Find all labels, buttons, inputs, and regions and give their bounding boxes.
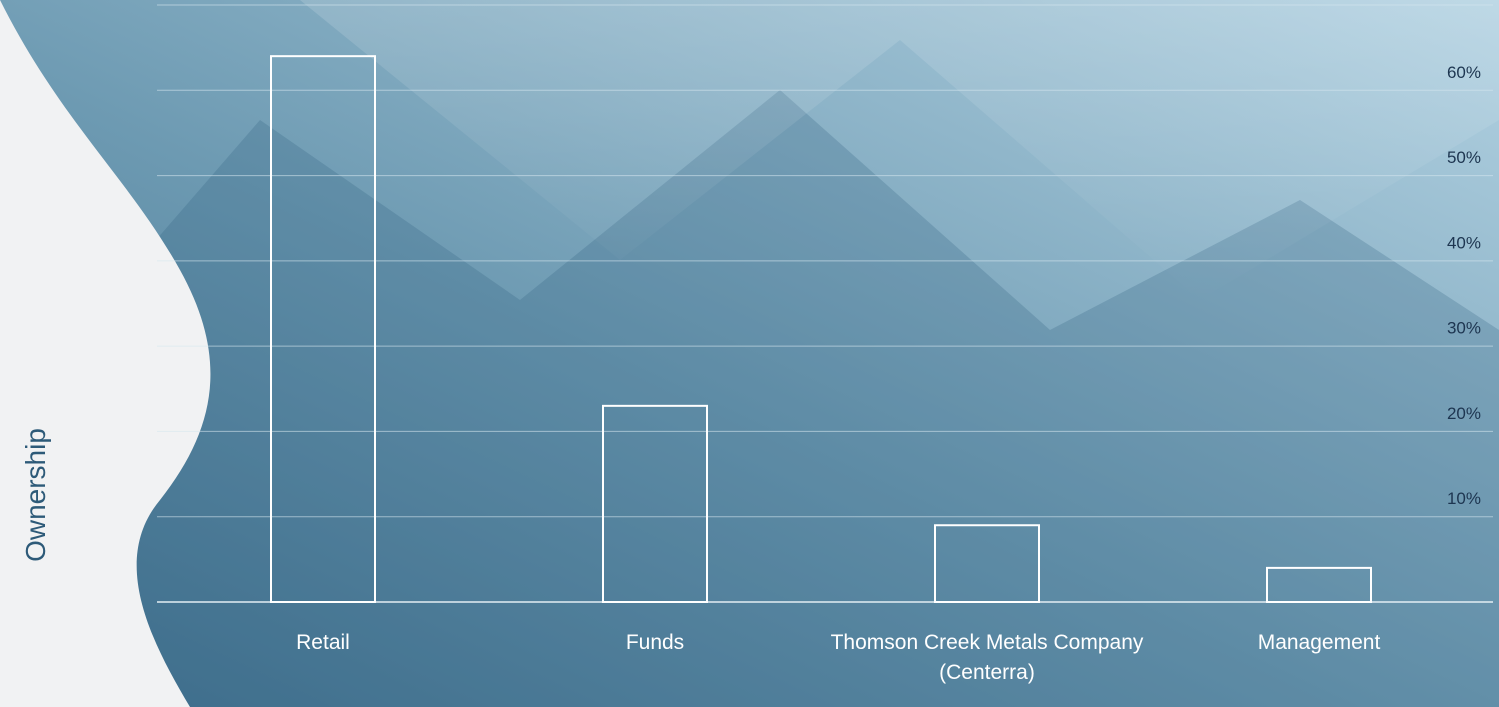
x-tick-label: Management [1159, 628, 1479, 658]
x-tick-label: Funds [495, 628, 815, 658]
y-tick-label: 50% [1447, 148, 1481, 167]
x-tick-label: Thomson Creek Metals Company (Centerra) [827, 628, 1147, 688]
y-tick-label: 60% [1447, 63, 1481, 82]
x-tick-label: Retail [163, 628, 483, 658]
y-tick-label: 10% [1447, 489, 1481, 508]
y-tick-label: 40% [1447, 233, 1481, 252]
y-tick-label: 30% [1447, 319, 1481, 338]
chart: Ownership 10% 20% 30% 40% 50% 60% [0, 0, 1499, 707]
y-tick-label: 20% [1447, 404, 1481, 423]
y-axis-title: Ownership [20, 428, 51, 562]
slide: Ownership 10% 20% 30% 40% 50% 60% Retail Funds… [0, 0, 1499, 707]
